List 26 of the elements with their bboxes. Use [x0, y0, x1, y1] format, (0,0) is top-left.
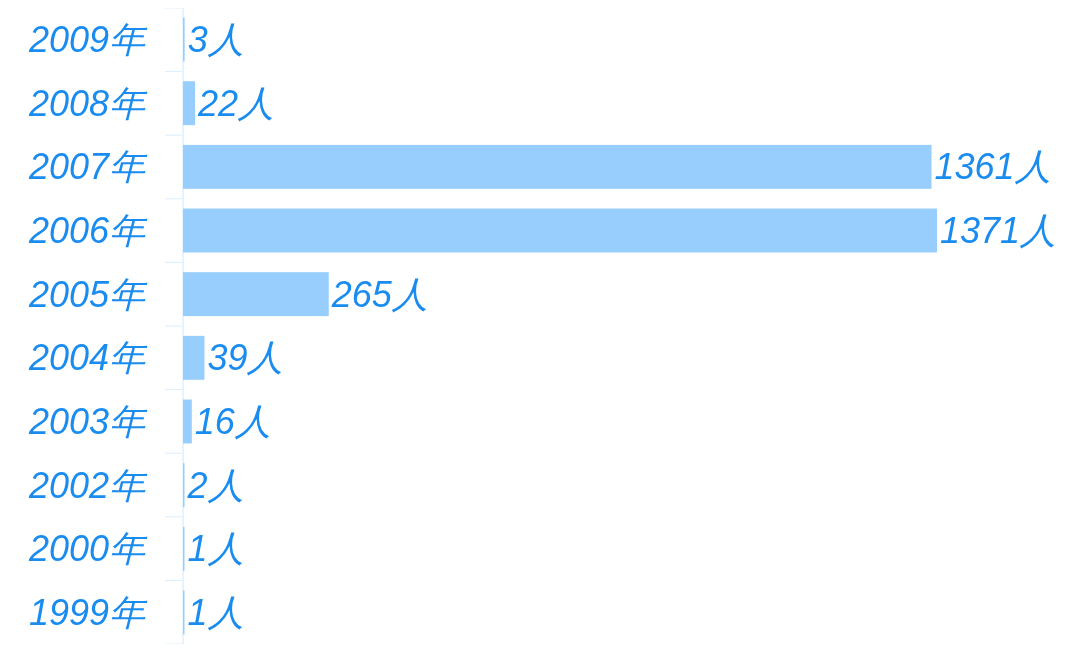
- y-tick-label: 1999年: [28, 592, 148, 634]
- data-label: 3人: [187, 19, 244, 61]
- data-label: 1人: [187, 592, 244, 634]
- y-tick-label: 2002年: [27, 464, 148, 506]
- bar: [183, 208, 937, 253]
- bar: [183, 81, 196, 126]
- y-tick-label: 2008年: [27, 82, 148, 124]
- bar: [183, 144, 932, 189]
- data-label: 39人: [207, 337, 284, 379]
- data-label: 1人: [187, 528, 244, 570]
- y-tick-label: 2003年: [27, 401, 148, 443]
- y-tick-label: 2009年: [27, 19, 148, 61]
- data-label: 2人: [186, 464, 244, 506]
- data-label: 265人: [330, 273, 428, 315]
- data-label: 1361人: [934, 146, 1051, 188]
- data-label: 1371人: [940, 210, 1057, 252]
- data-label: 16人: [194, 401, 271, 443]
- data-label: 22人: [197, 82, 275, 124]
- y-tick-label: 2000年: [27, 528, 148, 570]
- y-tick-label: 2004年: [27, 337, 148, 379]
- bar: [183, 272, 329, 317]
- y-tick-label: 2007年: [27, 146, 148, 188]
- bar: [183, 399, 192, 444]
- bar: [183, 335, 205, 380]
- y-tick-label: 2006年: [27, 210, 148, 252]
- y-tick-label: 2005年: [27, 273, 148, 315]
